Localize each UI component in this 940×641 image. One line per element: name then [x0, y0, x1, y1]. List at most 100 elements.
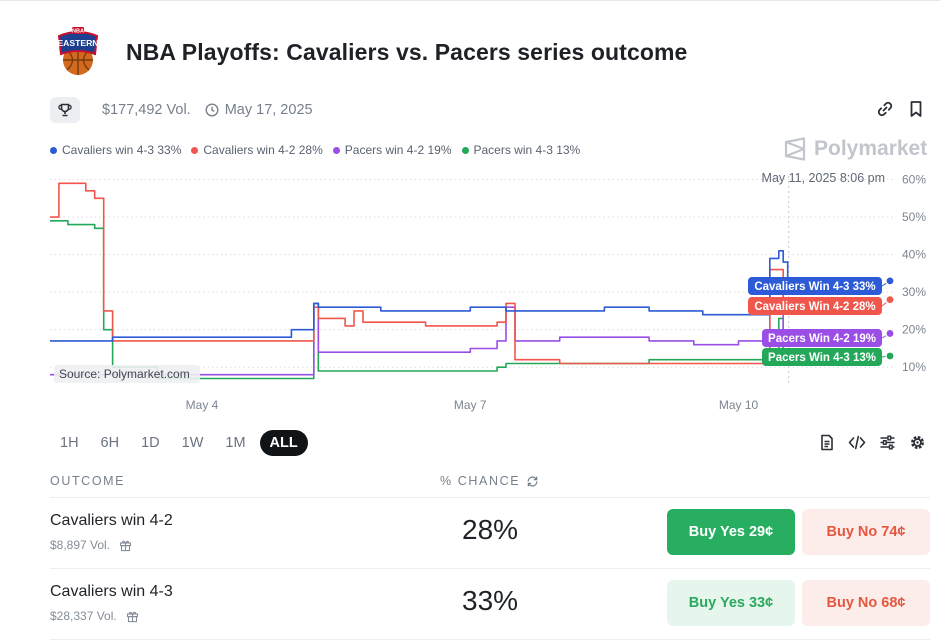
- series-end-dot: [885, 351, 895, 361]
- price-history-chart: 10% 20% 30% 40% 50% 60% May 4 May 7 May 10 May 11…: [50, 171, 926, 412]
- sliders-icon: [880, 435, 895, 450]
- trophy-button[interactable]: [50, 97, 80, 123]
- time-range-1w[interactable]: 1W: [181, 435, 204, 451]
- outcome-name: Cavaliers win 4-3: [50, 583, 173, 600]
- end-label-bg: [762, 348, 882, 366]
- chance-column-header: % CHANCE: [440, 474, 539, 488]
- legend-item[interactable]: Cavaliers win 4-3 33%: [50, 143, 181, 157]
- end-label-bg: [762, 329, 882, 347]
- rules-button[interactable]: [819, 434, 835, 451]
- legend-dot: [191, 146, 199, 154]
- end-label-bg: [748, 277, 882, 295]
- gift-icon: [126, 611, 138, 622]
- time-range-1d[interactable]: 1D: [141, 435, 160, 451]
- embed-button[interactable]: [848, 434, 866, 451]
- trophy-icon: [58, 103, 72, 117]
- series-line-2: [50, 280, 784, 376]
- gear-icon: [911, 436, 924, 449]
- series-end-dot: [885, 276, 895, 286]
- y-tick-label: 40%: [902, 248, 926, 262]
- time-range-1h[interactable]: 1H: [60, 435, 79, 451]
- series-end-label: Pacers Win 4-3 13%: [762, 348, 895, 366]
- series-line-3: [50, 220, 784, 380]
- chart-tools: [819, 434, 926, 451]
- time-range-1m[interactable]: 1M: [225, 435, 246, 451]
- buy-no-button[interactable]: Buy No 74¢: [802, 509, 930, 555]
- legend-dot: [332, 146, 340, 154]
- page-title: NBA Playoffs: Cavaliers vs. Pacers serie…: [126, 38, 688, 65]
- clock-icon: [205, 103, 219, 117]
- time-range-all[interactable]: ALL: [259, 430, 308, 456]
- market-meta: $177,492 Vol. May 17, 2025: [50, 96, 313, 124]
- series-line-1: [50, 182, 784, 365]
- series-end-label: Cavaliers Win 4-2 28%: [748, 295, 895, 315]
- x-tick-label: May 10: [719, 398, 759, 412]
- bookmark-button[interactable]: [908, 100, 924, 118]
- series-line-0: [50, 250, 789, 342]
- y-tick-label: 60%: [902, 173, 926, 187]
- table-divider: [50, 639, 930, 640]
- polymarket-logo-icon: [784, 137, 806, 161]
- y-tick-label: 20%: [902, 323, 926, 337]
- outcome-volume: $8,897 Vol.: [50, 538, 132, 552]
- market-volume: $177,492 Vol.: [102, 102, 191, 118]
- outcome-name: Cavaliers win 4-2: [50, 512, 173, 529]
- buy-no-button[interactable]: Buy No 68¢: [802, 580, 930, 626]
- top-border: [0, 0, 940, 1]
- y-tick-label: 10%: [902, 360, 926, 374]
- market-header: NBA EASTERN NBA Playoffs: Cavaliers vs. …: [50, 24, 687, 80]
- legend-dot: [461, 146, 469, 154]
- outcome-chance: 28%: [462, 514, 519, 545]
- series-end-dot: [885, 295, 895, 305]
- source-label: Source: Polymarket.com: [59, 367, 190, 381]
- legend-label: Cavaliers win 4-2 28%: [203, 143, 323, 157]
- x-tick-label: May 4: [186, 398, 219, 412]
- end-label-text: Cavaliers Win 4-3 33%: [754, 281, 875, 293]
- y-tick-label: 30%: [902, 285, 926, 299]
- bookmark-icon: [910, 101, 922, 117]
- code-icon: [848, 435, 866, 450]
- outcome-row[interactable]: Cavaliers win 4-2 $8,897 Vol. 28% Buy Ye…: [50, 500, 930, 570]
- svg-text:NBA: NBA: [72, 29, 84, 35]
- outcome-column-header: OUTCOME: [50, 474, 126, 488]
- header-actions: [876, 100, 924, 118]
- end-label-text: Pacers Win 4-3 13%: [768, 352, 876, 364]
- refresh-icon[interactable]: [526, 475, 539, 488]
- series-end-label: Cavaliers Win 4-3 33%: [748, 276, 895, 295]
- polymarket-watermark: Polymarket: [784, 137, 927, 161]
- end-label-text: Pacers Win 4-2 19%: [768, 333, 876, 345]
- table-divider: [50, 497, 930, 498]
- end-label-text: Cavaliers Win 4-2 28%: [754, 301, 875, 313]
- buy-yes-button[interactable]: Buy Yes 33¢: [667, 580, 795, 626]
- document-icon: [821, 434, 833, 451]
- svg-text:EASTERN: EASTERN: [57, 38, 98, 48]
- series-end-label: Pacers Win 4-2 19%: [762, 328, 895, 347]
- link-button[interactable]: [876, 100, 894, 118]
- outcome-chance: 33%: [462, 585, 519, 616]
- eastern-conference-logo: NBA EASTERN: [57, 27, 99, 75]
- table-divider: [50, 568, 930, 569]
- chart-settings-button[interactable]: [879, 434, 896, 451]
- legend-label: Pacers win 4-2 19%: [344, 143, 452, 157]
- chart-legend: Cavaliers win 4-3 33% Cavaliers win 4-2 2…: [50, 143, 590, 157]
- x-tick-label: May 7: [454, 398, 487, 412]
- end-label-bg: [748, 297, 882, 315]
- y-tick-label: 50%: [902, 210, 926, 224]
- time-range-selector: 1H 6H 1D 1W 1M ALL: [52, 430, 308, 456]
- source-badge: [54, 365, 200, 383]
- buy-yes-button[interactable]: Buy Yes 29¢: [667, 509, 795, 555]
- legend-item[interactable]: Cavaliers win 4-2 28%: [191, 143, 323, 157]
- settings-button[interactable]: [909, 434, 926, 451]
- series-end-dot: [885, 328, 895, 339]
- legend-dot: [50, 146, 57, 154]
- market-end-date: May 17, 2025: [205, 102, 313, 118]
- time-range-6h[interactable]: 6H: [100, 435, 120, 451]
- outcome-volume: $28,337 Vol.: [50, 609, 139, 623]
- legend-label: Cavaliers win 4-3 33%: [62, 143, 182, 157]
- outcome-row[interactable]: Cavaliers win 4-3 $28,337 Vol. 33% Buy Y…: [50, 571, 930, 641]
- link-icon: [877, 101, 893, 117]
- legend-item[interactable]: Pacers win 4-3 13%: [461, 143, 580, 157]
- legend-item[interactable]: Pacers win 4-2 19%: [332, 143, 452, 157]
- gift-icon: [120, 540, 132, 551]
- hover-date: May 11, 2025 8:06 pm: [762, 171, 885, 185]
